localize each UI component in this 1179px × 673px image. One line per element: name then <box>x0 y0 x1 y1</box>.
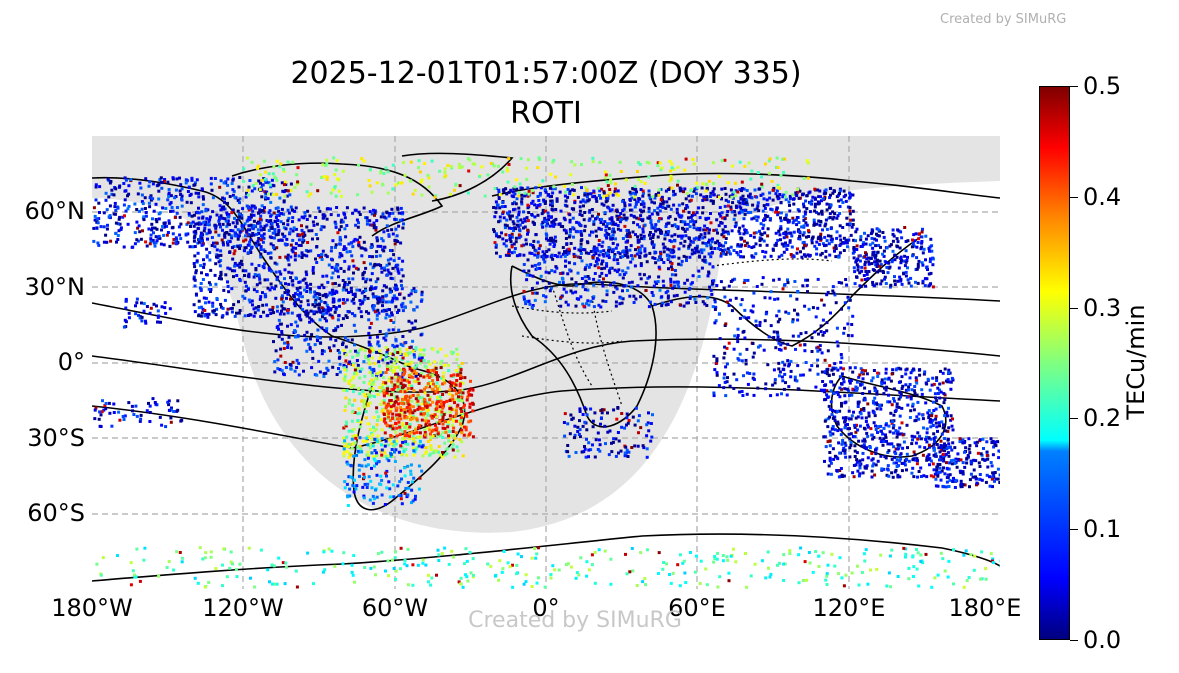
watermark-top: Created by SIMuRG <box>940 12 1067 27</box>
x-tick-label: 120°W <box>202 594 284 622</box>
country-borders <box>511 258 833 407</box>
map-panel[interactable] <box>92 136 1000 589</box>
y-tick-label: 30°N <box>24 273 86 301</box>
colorbar-tick-label: 0.3 <box>1083 294 1122 322</box>
x-tick-label: 180°W <box>51 594 133 622</box>
colorbar <box>1039 86 1070 640</box>
colorbar-tick <box>1070 640 1078 641</box>
x-tick-label: 120°E <box>812 594 886 622</box>
y-tick-label: 60°S <box>27 499 85 527</box>
colorbar-tick-label: 0.0 <box>1083 626 1122 654</box>
colorbar-tick-label: 0.2 <box>1083 404 1122 432</box>
x-tick-label: 180°E <box>948 594 1022 622</box>
x-tick-label: 0° <box>532 594 560 622</box>
night-shading <box>92 136 1000 533</box>
colorbar-label: TECu/min <box>1122 304 1150 420</box>
colorbar-tick-label: 0.4 <box>1083 183 1122 211</box>
colorbar-tick <box>1070 308 1078 309</box>
y-tick-label: 30°S <box>27 424 85 452</box>
watermark-bottom: Created by SIMuRG <box>468 608 682 633</box>
y-tick-label: 60°N <box>24 197 86 225</box>
x-tick-label: 60°E <box>668 594 726 622</box>
y-tick-label: 0° <box>57 348 85 376</box>
colorbar-tick <box>1070 86 1078 87</box>
colorbar-tick-label: 0.1 <box>1083 515 1122 543</box>
map-subtitle: ROTI <box>510 96 582 131</box>
colorbar-tick <box>1070 197 1078 198</box>
colorbar-tick <box>1070 529 1078 530</box>
magnetic-latitude-lines <box>92 283 1000 449</box>
map-title: 2025-12-01T01:57:00Z (DOY 335) <box>290 56 802 91</box>
colorbar-tick-label: 0.5 <box>1083 72 1122 100</box>
colorbar-tick <box>1070 418 1078 419</box>
roti-scatter-points <box>92 156 1000 589</box>
x-tick-label: 60°W <box>361 594 429 622</box>
